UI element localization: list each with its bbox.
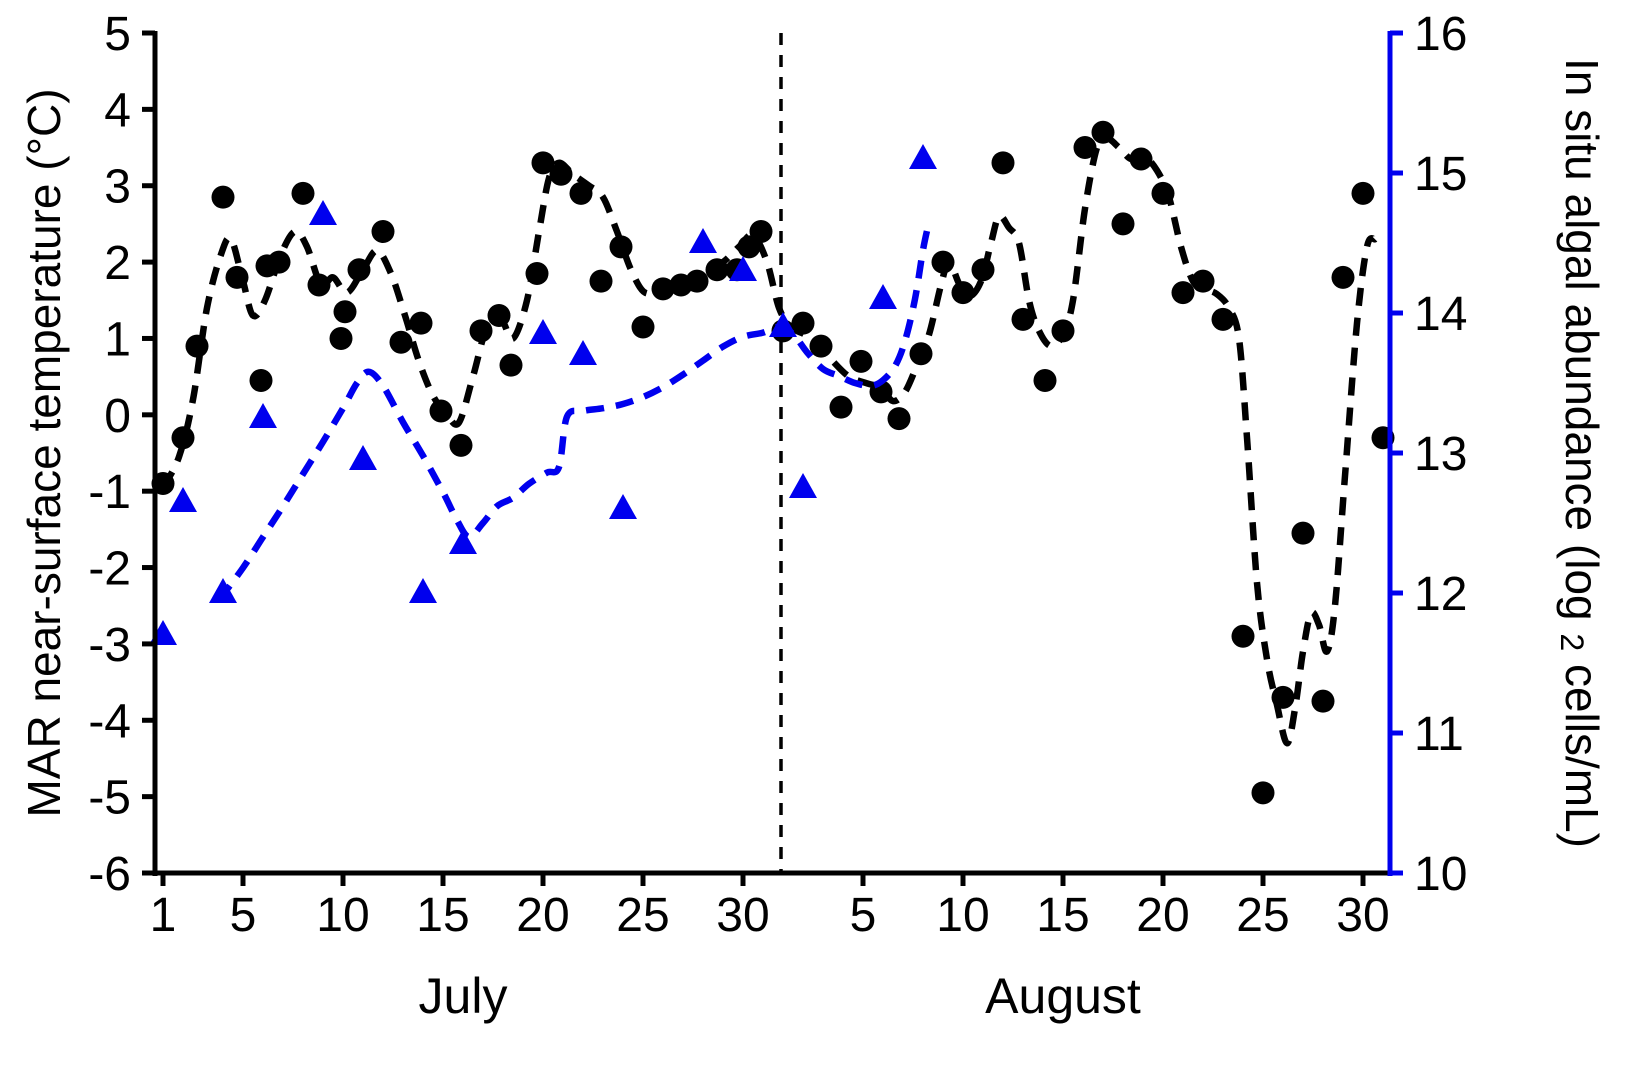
x-axis-tick-label: 10: [316, 889, 369, 942]
algal_abundance-point: [409, 578, 437, 603]
algal_abundance-point: [529, 319, 557, 344]
temperature-point: [749, 220, 773, 244]
y-left-tick-label: -2: [88, 543, 131, 596]
temperature-point: [887, 407, 911, 431]
temperature-point: [291, 181, 315, 205]
x-axis-tick-label: 25: [616, 889, 669, 942]
algal_abundance-point: [309, 200, 337, 225]
temperature-point: [449, 433, 473, 457]
y-left-tick-label: -4: [88, 695, 131, 748]
temperature-point: [1311, 689, 1335, 713]
temperature-point: [1231, 624, 1255, 648]
temperature-point: [249, 368, 273, 392]
algal_abundance-point: [729, 256, 757, 281]
temperature-point: [631, 315, 655, 339]
y-right-tick-label: 13: [1414, 428, 1467, 481]
y-right-axis-title-suffix: cells/mL): [1556, 664, 1608, 848]
algal_abundance-point: [169, 487, 197, 512]
y-right-axis-title-subscript: 2: [1554, 633, 1590, 651]
x-axis-tick-label: 20: [516, 889, 569, 942]
temperature_trend-line: [160, 134, 1378, 747]
y-left-tick-label: 5: [104, 8, 131, 61]
temperature-point: [409, 311, 433, 335]
temperature-point: [211, 185, 235, 209]
temperature-point: [1171, 281, 1195, 305]
y-left-tick-label: -5: [88, 772, 131, 825]
temperature-point: [499, 353, 523, 377]
y-left-tick-label: 4: [104, 84, 131, 137]
x-axis-tick-label: 1: [150, 889, 177, 942]
algal_abundance-point: [689, 228, 717, 253]
temperature-point: [1033, 368, 1057, 392]
y-right-tick-label: 11: [1414, 708, 1464, 761]
y-left-tick-label: -3: [88, 619, 131, 672]
temperature-point: [1129, 147, 1153, 171]
x-axis-tick-label: 20: [1136, 889, 1189, 942]
algal_abundance-point: [789, 473, 817, 498]
x-axis-tick-label: 25: [1236, 889, 1289, 942]
x-axis-tick-label: 5: [850, 889, 877, 942]
y-right-tick-label: 16: [1414, 8, 1467, 61]
temperature-point: [1011, 307, 1035, 331]
y-left-tick-label: 1: [104, 313, 131, 366]
y-right-tick-label: 12: [1414, 568, 1467, 621]
y-left-tick-label: -1: [88, 466, 131, 519]
algal_abundance-point: [569, 340, 597, 365]
temperature-point: [389, 330, 413, 354]
y-right-axis-title: In situ algal abundance (log 2 cells/mL): [1546, 58, 1608, 848]
y-right-tick-label: 14: [1414, 288, 1467, 341]
y-right-tick-label: 15: [1414, 148, 1467, 201]
y-left-tick-label: 0: [104, 390, 131, 443]
algal_abundance-point: [609, 494, 637, 519]
temperature-point: [1291, 521, 1315, 545]
x-axis-tick-label: 30: [716, 889, 769, 942]
temperature-point: [329, 326, 353, 350]
algal_abundance_trend-line: [216, 221, 933, 602]
algal_abundance-point: [249, 403, 277, 428]
temperature-point: [971, 258, 995, 282]
algal_abundance-point: [449, 529, 477, 554]
y-left-tick-label: 2: [104, 237, 131, 290]
temperature-point: [333, 300, 357, 324]
temperature-point: [829, 395, 853, 419]
algal_abundance-point: [869, 284, 897, 309]
y-left-tick-label: 3: [104, 161, 131, 214]
month-label: August: [985, 968, 1141, 1024]
temperature-point: [1073, 136, 1097, 160]
y-right-tick-label: 10: [1414, 848, 1467, 901]
temperature-point: [849, 349, 873, 373]
temperature-point: [531, 151, 555, 175]
y-right-axis-title-prefix: In situ algal abundance (log: [1556, 58, 1608, 621]
x-axis-tick-label: 15: [416, 889, 469, 942]
y-left-tick-label: -6: [88, 848, 131, 901]
temperature-point: [991, 151, 1015, 175]
temperature-point: [307, 273, 331, 297]
temperature-point: [1251, 781, 1275, 805]
y-left-axis-title: MAR near-surface temperature (°C): [18, 88, 70, 817]
x-axis-tick-label: 15: [1036, 889, 1089, 942]
temperature-point: [1111, 212, 1135, 236]
x-axis-tick-label: 10: [936, 889, 989, 942]
temperature-point: [371, 220, 395, 244]
algal_abundance-point: [909, 144, 937, 169]
algal_abundance-point: [349, 445, 377, 470]
temperature-point: [589, 269, 613, 293]
month-label: July: [419, 968, 508, 1024]
x-axis-tick-label: 5: [230, 889, 257, 942]
x-axis-tick-label: 30: [1336, 889, 1389, 942]
temperature-point: [1351, 181, 1375, 205]
temperature-point: [1211, 307, 1235, 331]
temperature-point: [1331, 265, 1355, 289]
